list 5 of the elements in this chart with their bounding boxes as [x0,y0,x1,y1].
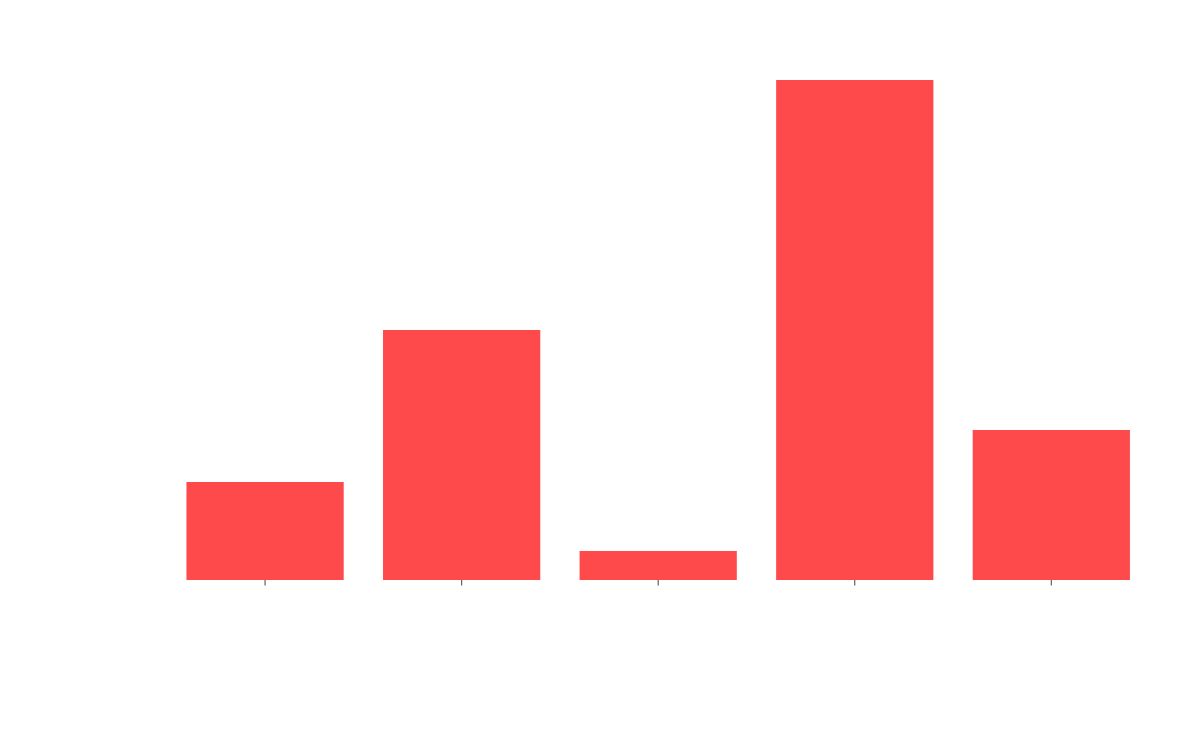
bar [383,330,541,580]
bar [972,429,1130,580]
bar [579,550,737,580]
bar [186,481,344,580]
bar [776,80,934,580]
